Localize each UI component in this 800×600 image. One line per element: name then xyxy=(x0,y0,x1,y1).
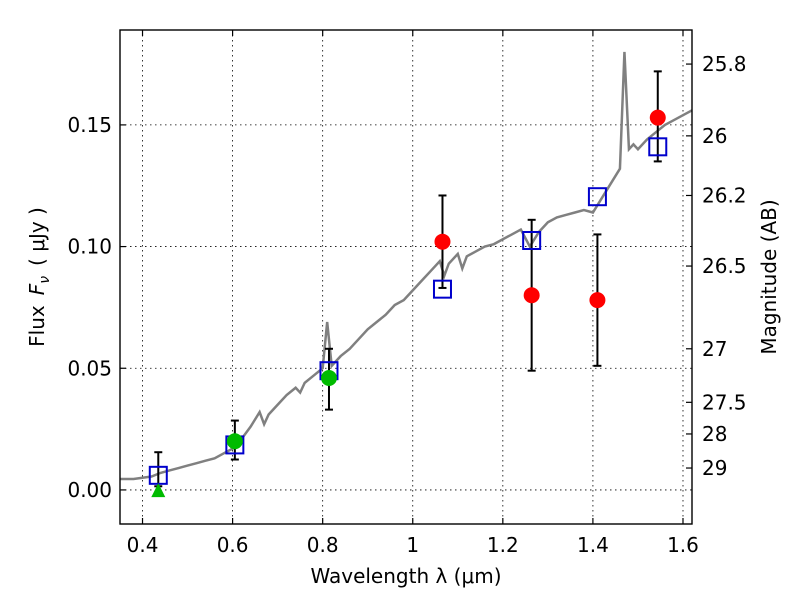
tick-labels: 0.4 0.6 0.8 1 1.2 1.4 1.6 0.00 0.05 0.10 0.15 25.8 2… xyxy=(67,52,746,557)
x-tick-label: 0.8 xyxy=(307,533,339,557)
y-tick-label: 0.00 xyxy=(67,478,112,502)
green-circle-point xyxy=(320,369,337,386)
y-axis-label-subscript: ν xyxy=(37,276,53,284)
model-square-point xyxy=(432,279,452,299)
x-tick-label: 0.4 xyxy=(127,533,159,557)
y-axis-label-symbol: F xyxy=(25,283,49,295)
x-tick-label: 0.6 xyxy=(217,533,249,557)
y-tick-label: 0.15 xyxy=(67,113,112,137)
x-tick-label: 1.2 xyxy=(487,533,519,557)
x-tick-label: 1 xyxy=(406,533,419,557)
y-tick-label: 0.05 xyxy=(67,356,112,380)
green-circle-point xyxy=(226,433,243,450)
red-circle-point xyxy=(649,109,666,126)
y2-tick-label: 26.2 xyxy=(702,183,747,207)
green-triangle-point xyxy=(151,483,166,498)
grid xyxy=(120,30,692,524)
plot-frame xyxy=(119,29,693,525)
y2-tick-label: 25.8 xyxy=(702,52,747,76)
y2-axis-label: Magnitude (AB) xyxy=(757,199,781,354)
red-circle-point xyxy=(523,287,540,304)
spectrum-line xyxy=(120,51,692,481)
y-axis-label-unit: ( μJy ) xyxy=(25,207,49,266)
y2-tick-label: 27.5 xyxy=(702,390,747,414)
red-circle-point xyxy=(434,233,451,250)
model-square-point xyxy=(587,187,607,207)
red-circle-point xyxy=(589,292,606,309)
y2-tick-label: 29 xyxy=(702,456,727,480)
x-axis-label: Wavelength λ (μm) xyxy=(310,564,501,588)
y2-tick-label: 27 xyxy=(702,337,727,361)
x-tick-label: 1.4 xyxy=(577,533,609,557)
y2-tick-label: 26 xyxy=(702,124,727,148)
model-square-point xyxy=(648,137,668,157)
x-tick-label: 1.6 xyxy=(667,533,699,557)
y2-tick-label: 28 xyxy=(702,422,727,446)
y-tick-label: 0.10 xyxy=(67,235,112,259)
y-axis-label-flux: Flux xyxy=(25,305,49,347)
ticks xyxy=(120,30,692,524)
y2-tick-label: 26.5 xyxy=(702,254,747,278)
model-square-point xyxy=(522,230,542,250)
y-axis-label: Flux Fν ( μJy ) xyxy=(25,207,53,347)
markers xyxy=(148,109,668,498)
plot-area xyxy=(120,51,692,498)
